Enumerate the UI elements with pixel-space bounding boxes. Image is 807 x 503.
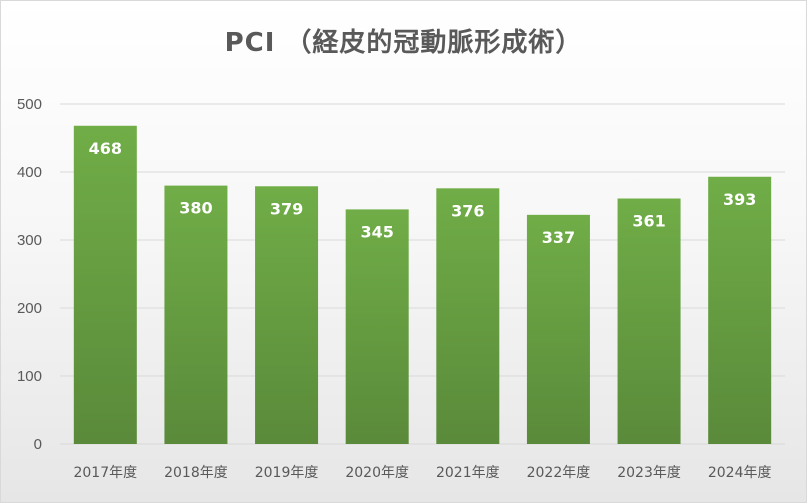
x-tick-label: 2018年度 — [164, 465, 228, 481]
x-tick-label: 2021年度 — [436, 465, 500, 481]
bar-2018年度 — [164, 185, 228, 444]
x-tick-label: 2017年度 — [73, 465, 137, 481]
y-tick-label: 200 — [17, 300, 42, 317]
bars: 468 380 379 345 376 337 361 393 — [73, 125, 772, 444]
bar-2024年度 — [708, 176, 772, 444]
chart-title: PCI （経皮的冠動脈形成術） — [224, 28, 583, 58]
x-axis-ticks: 2017年度 2018年度 2019年度 2020年度 2021年度 2022年度 2023… — [73, 465, 771, 481]
bar-2020年度 — [345, 209, 409, 444]
bar-2019年度 — [255, 186, 319, 444]
data-label: 393 — [723, 190, 756, 209]
x-tick-label: 2024年度 — [708, 465, 772, 481]
x-tick-label: 2023年度 — [617, 465, 681, 481]
x-tick-label: 2019年度 — [255, 465, 319, 481]
bar-2022年度 — [526, 214, 590, 444]
bar-2017年度 — [73, 125, 137, 444]
y-tick-label: 500 — [17, 96, 42, 113]
data-label: 345 — [360, 222, 393, 241]
y-tick-label: 300 — [17, 232, 42, 249]
data-label: 380 — [179, 199, 212, 218]
x-tick-label: 2022年度 — [527, 465, 591, 481]
y-axis-ticks: 0 100 200 300 400 500 — [17, 96, 42, 453]
y-tick-label: 0 — [34, 436, 42, 453]
data-label: 468 — [89, 139, 122, 158]
bar-2023年度 — [617, 198, 681, 444]
data-label: 361 — [632, 212, 665, 231]
data-label: 379 — [270, 199, 303, 218]
y-tick-label: 100 — [17, 368, 42, 385]
data-label: 337 — [542, 228, 575, 247]
x-tick-label: 2020年度 — [345, 465, 409, 481]
y-tick-label: 400 — [17, 164, 42, 181]
data-label: 376 — [451, 201, 484, 220]
bar-2021年度 — [436, 188, 500, 444]
